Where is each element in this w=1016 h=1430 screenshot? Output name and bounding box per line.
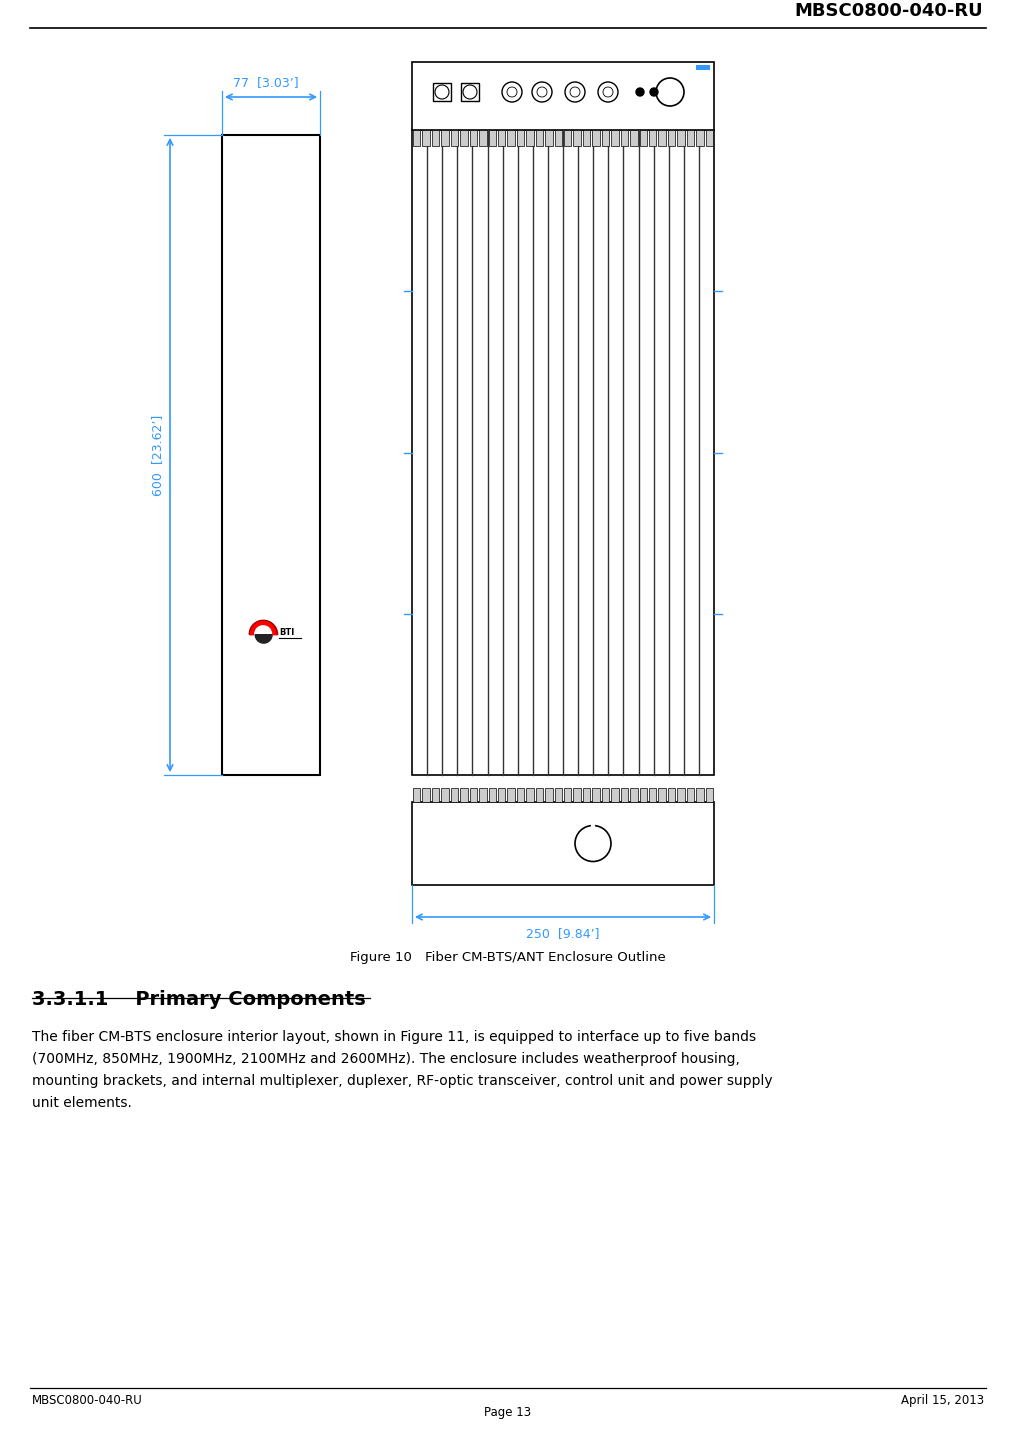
Bar — [460, 788, 467, 802]
Bar — [612, 130, 619, 146]
Text: April 15, 2013: April 15, 2013 — [901, 1394, 985, 1407]
Text: 600  [23.62’]: 600 [23.62’] — [151, 415, 165, 496]
Bar — [546, 788, 553, 802]
Text: unit elements.: unit elements. — [31, 1095, 132, 1110]
Bar — [489, 788, 496, 802]
Bar — [687, 130, 694, 146]
Bar — [668, 788, 676, 802]
Bar — [705, 130, 713, 146]
Text: Page 13: Page 13 — [485, 1406, 531, 1419]
Bar — [705, 788, 713, 802]
Bar — [696, 130, 703, 146]
Bar — [621, 130, 628, 146]
Bar — [573, 788, 581, 802]
Bar — [535, 788, 544, 802]
Bar — [480, 130, 487, 146]
Bar — [461, 83, 479, 102]
Bar — [432, 788, 439, 802]
Bar — [441, 130, 449, 146]
Bar — [649, 788, 656, 802]
Bar — [601, 788, 610, 802]
Text: The fiber CM-BTS enclosure interior layout, shown in Figure 11, is equipped to i: The fiber CM-BTS enclosure interior layo… — [31, 1030, 756, 1044]
Circle shape — [650, 89, 658, 96]
Bar — [546, 130, 553, 146]
Bar — [432, 130, 439, 146]
Circle shape — [636, 89, 644, 96]
Bar — [441, 788, 449, 802]
Bar — [460, 130, 467, 146]
Bar — [469, 130, 478, 146]
Bar — [423, 788, 430, 802]
Bar — [555, 130, 562, 146]
Bar — [412, 61, 714, 130]
Bar — [517, 788, 524, 802]
Text: 3.3.1.1    Primary Components: 3.3.1.1 Primary Components — [31, 990, 366, 1010]
Bar — [678, 130, 685, 146]
Bar — [573, 130, 581, 146]
Bar — [564, 788, 571, 802]
Text: (700MHz, 850MHz, 1900MHz, 2100MHz and 2600MHz). The enclosure includes weatherpr: (700MHz, 850MHz, 1900MHz, 2100MHz and 26… — [31, 1052, 740, 1065]
Bar — [678, 788, 685, 802]
Bar — [412, 130, 421, 146]
Bar — [583, 130, 590, 146]
Text: mounting brackets, and internal multiplexer, duplexer, RF-optic transceiver, con: mounting brackets, and internal multiple… — [31, 1074, 772, 1088]
Bar — [564, 130, 571, 146]
Bar — [489, 130, 496, 146]
Text: 77  [3.03’]: 77 [3.03’] — [234, 76, 299, 89]
Bar — [658, 130, 665, 146]
Bar — [687, 788, 694, 802]
Bar — [592, 788, 599, 802]
Bar — [696, 64, 710, 70]
Bar — [583, 788, 590, 802]
Bar — [592, 130, 599, 146]
Bar — [469, 788, 478, 802]
Circle shape — [255, 626, 271, 642]
Bar — [412, 788, 421, 802]
Bar — [639, 788, 647, 802]
Bar — [412, 802, 714, 885]
Text: 250  [9.84’]: 250 [9.84’] — [526, 927, 599, 940]
Text: MBSC0800-040-RU: MBSC0800-040-RU — [795, 1, 983, 20]
Bar — [612, 788, 619, 802]
Bar — [555, 788, 562, 802]
Text: BTI: BTI — [279, 628, 295, 636]
Bar — [433, 83, 451, 102]
Bar — [451, 788, 458, 802]
Bar — [649, 130, 656, 146]
Bar — [507, 788, 515, 802]
Bar — [423, 130, 430, 146]
Bar — [412, 130, 714, 775]
Bar — [223, 134, 320, 775]
Text: MBSC0800-040-RU: MBSC0800-040-RU — [31, 1394, 143, 1407]
Bar — [696, 788, 703, 802]
Bar — [630, 130, 637, 146]
Bar — [621, 788, 628, 802]
Bar — [480, 788, 487, 802]
Bar — [601, 130, 610, 146]
Bar — [507, 130, 515, 146]
Bar — [451, 130, 458, 146]
Bar — [526, 130, 533, 146]
Bar — [526, 788, 533, 802]
Bar — [639, 130, 647, 146]
Bar — [668, 130, 676, 146]
Bar — [498, 788, 505, 802]
Bar — [535, 130, 544, 146]
Bar — [517, 130, 524, 146]
Text: Figure 10 Fiber CM-BTS/ANT Enclosure Outline: Figure 10 Fiber CM-BTS/ANT Enclosure Out… — [351, 951, 665, 964]
Bar — [498, 130, 505, 146]
Bar — [630, 788, 637, 802]
Bar — [658, 788, 665, 802]
